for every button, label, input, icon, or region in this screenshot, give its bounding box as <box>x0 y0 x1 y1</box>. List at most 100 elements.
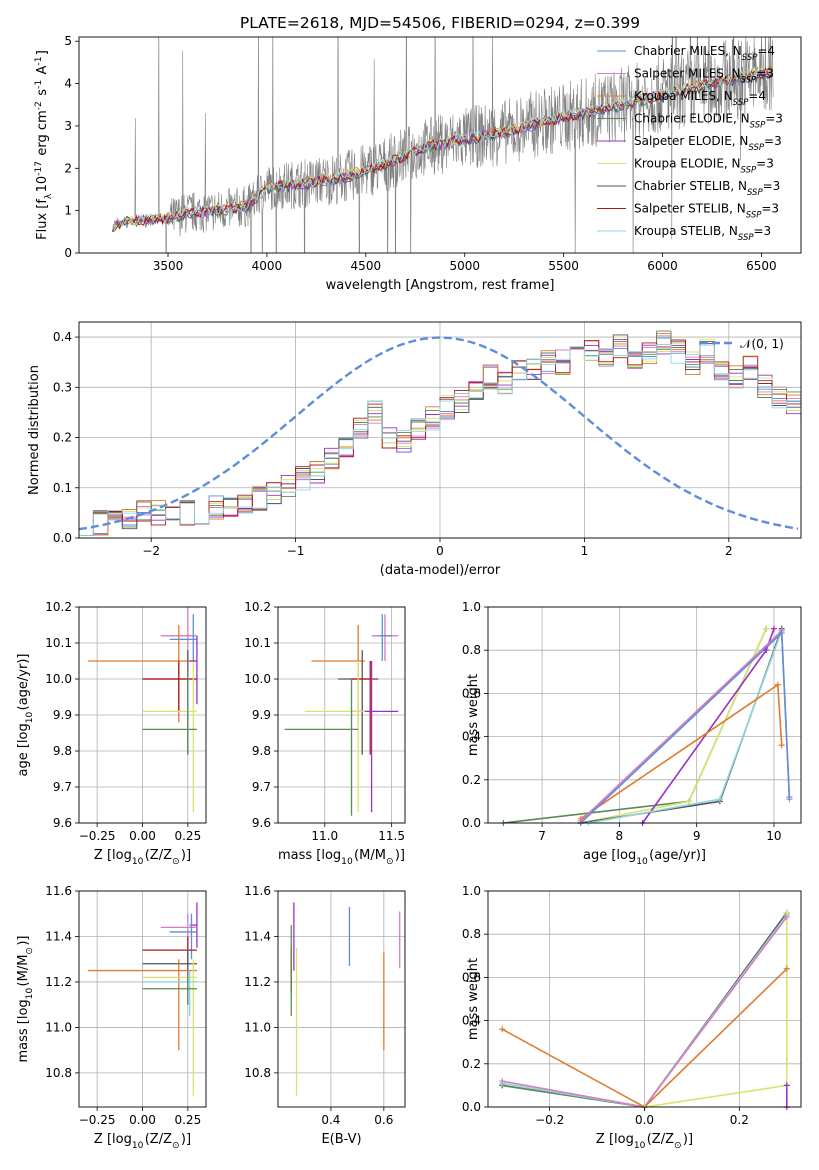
weight-marker <box>774 681 781 688</box>
x-tick-label: 0.00 <box>129 1113 156 1127</box>
weight-marker <box>499 1078 506 1085</box>
chart-mass-vs-Z: −0.25 0.00 0.25 10.8 11.0 11.2 11.4 11.6 Z [log1… <box>16 884 207 1151</box>
x-tick-label: 0.2 <box>730 1113 749 1127</box>
x-axis-label: Z [log10 (Z/Z⊙ )] <box>596 1132 693 1151</box>
histogram-line <box>79 337 801 536</box>
y-tick-label: 11.4 <box>244 929 271 943</box>
x-axis-label: age [log10 (age/yr)] <box>583 848 706 867</box>
y-tick-label: 0.8 <box>462 927 481 941</box>
y-tick-label: 11.2 <box>244 975 271 989</box>
x-axis-label: Z [log10 (Z/Z⊙ )] <box>94 848 191 867</box>
y-tick-label: 9.6 <box>53 816 72 830</box>
y-tick-label: 1.0 <box>462 884 481 898</box>
spectrum-data-line <box>112 37 774 253</box>
weight-marker <box>763 625 770 632</box>
x-tick-label: 7 <box>538 829 546 843</box>
plot-area <box>79 330 801 536</box>
y-tick-label: 1 <box>64 204 72 218</box>
y-tick-label: 10.0 <box>244 672 271 686</box>
y-tick-label: 9.8 <box>252 744 271 758</box>
y-tick-label: 2 <box>64 161 72 175</box>
y-tick-label: 3 <box>64 119 72 133</box>
normal-curve <box>79 336 799 531</box>
y-tick-label: 9.7 <box>252 780 271 794</box>
plot-area <box>112 37 774 253</box>
y-tick-label: 9.6 <box>252 816 271 830</box>
y-tick-label: 0.6 <box>462 686 481 700</box>
y-tick-label: 0 <box>64 246 72 260</box>
y-tick-label: 9.9 <box>252 708 271 722</box>
y-tick-label: 10.2 <box>45 600 72 614</box>
x-tick-label: 0.6 <box>374 1113 393 1127</box>
y-tick-label: 0.0 <box>462 816 481 830</box>
x-axis-label: Z [log10 (Z/Z⊙ )] <box>94 1132 191 1151</box>
y-tick-label: 0.1 <box>53 481 72 495</box>
x-tick-label: −0.25 <box>79 829 116 843</box>
chart-weight-vs-Z: −0.2 0.0 0.2 0.0 0.2 0.4 0.6 0.8 1.0 Z [log10 (Z/… <box>462 884 802 1151</box>
x-tick-label: 0.25 <box>174 829 201 843</box>
legend-label: 𝒩(0, 1) <box>740 337 784 351</box>
axes-frame <box>487 606 802 824</box>
y-axis-label: mass [log10 (M/M⊙ )] <box>16 935 35 1062</box>
chart-mass-vs-EBV: 0.4 0.6 10.8 11.0 11.2 11.4 11.6 E(B-V) <box>244 884 406 1147</box>
x-axis-label: E(B-V) <box>321 1132 361 1147</box>
y-tick-label: 10.8 <box>45 1066 72 1080</box>
x-tick-label: 1 <box>581 544 589 558</box>
legend-label: Chabrier ELODIE, NSSP=3 <box>634 112 783 131</box>
chart-age-vs-Z: −0.25 0.00 0.25 9.6 9.7 9.8 9.9 10.0 10.1 10.2 Z [… <box>16 600 207 867</box>
x-tick-label: 3500 <box>153 259 184 273</box>
x-tick-label: 4500 <box>351 259 382 273</box>
histogram-line <box>79 335 801 536</box>
y-tick-label: 9.8 <box>53 744 72 758</box>
y-tick-label: 0.0 <box>462 1100 481 1114</box>
weight-marker <box>685 798 692 805</box>
x-tick-label: 5500 <box>548 259 579 273</box>
legend-label: Salpeter STELIB, NSSP=3 <box>634 202 779 221</box>
legend-label: Chabrier STELIB, NSSP=3 <box>634 179 780 198</box>
x-tick-label: 11.5 <box>378 829 405 843</box>
histogram-line <box>79 332 801 536</box>
y-axis-label: mass weight <box>466 674 481 756</box>
chart-age-vs-mass: 11.0 11.5 9.6 9.7 9.8 9.9 10.0 10.1 10.2 mass [lo… <box>244 600 406 867</box>
y-tick-label: 10.0 <box>45 672 72 686</box>
y-tick-label: 10.1 <box>45 636 72 650</box>
histogram-line <box>79 339 801 536</box>
axes-frame <box>78 36 802 254</box>
x-tick-label: −2 <box>142 544 160 558</box>
weight-marker <box>786 794 793 801</box>
x-tick-label: 0 <box>436 544 444 558</box>
plot-area <box>88 607 198 813</box>
weight-series-line <box>580 683 783 820</box>
y-axis-label: Flux [fλ 10-17 erg cm-2 s-1 A-1 ] <box>34 50 54 240</box>
model-line <box>112 69 773 233</box>
y-tick-label: 0.2 <box>462 1057 481 1071</box>
legend-label: Kroupa MILES, NSSP=4 <box>634 89 766 108</box>
y-axis-label: mass weight <box>466 958 481 1040</box>
chart-residuals: 𝒩(0, 1) −2 −1 0 1 2 0.0 0.1 0.2 0.3 0.4 (data-model… <box>27 321 802 578</box>
x-tick-label: 0.00 <box>129 829 156 843</box>
y-tick-label: 0.2 <box>462 773 481 787</box>
legend: Chabrier MILES, NSSP=4 Salpeter MILES, NS… <box>597 44 783 243</box>
x-tick-label: −0.25 <box>79 1113 116 1127</box>
y-tick-label: 11.6 <box>45 884 72 898</box>
histogram-line <box>79 336 801 536</box>
histogram-line <box>79 334 801 536</box>
x-tick-label: 8 <box>616 829 624 843</box>
x-tick-label: −1 <box>287 544 305 558</box>
y-tick-label: 11.4 <box>45 929 72 943</box>
y-tick-label: 5 <box>64 34 72 48</box>
y-tick-label: 9.9 <box>53 708 72 722</box>
weight-series-line <box>501 968 788 1107</box>
y-tick-label: 11.6 <box>244 884 271 898</box>
weight-series-line <box>503 628 767 823</box>
y-tick-label: 0.6 <box>462 970 481 984</box>
chart-weight-vs-age: 7 8 9 10 0.0 0.2 0.4 0.6 0.8 1.0 age [log10 (age/y… <box>462 600 802 867</box>
model-line <box>112 67 773 230</box>
y-tick-label: 0.3 <box>53 380 72 394</box>
plot-area <box>88 902 198 1096</box>
legend-label: Salpeter MILES, NSSP=3 <box>634 67 774 86</box>
y-tick-label: 10.2 <box>244 600 271 614</box>
weight-marker <box>783 909 790 916</box>
x-axis-label: mass [log10 (M/M⊙ )] <box>278 848 405 867</box>
